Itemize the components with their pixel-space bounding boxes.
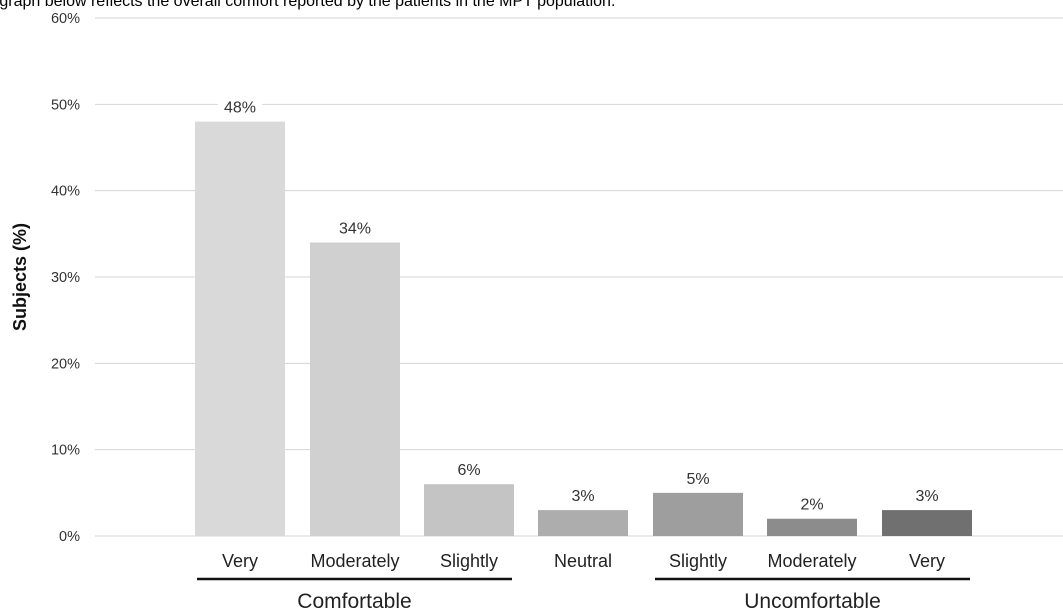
category-label: Very bbox=[222, 551, 258, 571]
data-label-background bbox=[676, 467, 720, 488]
category-label: Moderately bbox=[767, 551, 856, 571]
data-label-background bbox=[447, 459, 491, 480]
y-tick-label: 10% bbox=[51, 443, 80, 459]
category-label: Very bbox=[909, 551, 945, 571]
data-label: 3% bbox=[915, 488, 938, 505]
label-layer: 0% 10% 20% 30% 40% 50% 60% 48% Very 34% Moderately… bbox=[51, 11, 970, 613]
bar bbox=[195, 121, 285, 536]
data-label-background bbox=[790, 493, 834, 514]
y-axis-label: Subjects (%) bbox=[10, 223, 30, 331]
data-label-background bbox=[905, 485, 949, 506]
data-label-background bbox=[218, 96, 262, 117]
group-label: Uncomfortable bbox=[744, 590, 881, 613]
category-label: Slightly bbox=[440, 551, 498, 571]
y-tick-label: 0% bbox=[59, 529, 80, 545]
bar bbox=[310, 242, 400, 536]
bar bbox=[882, 510, 972, 536]
category-label: Moderately bbox=[310, 551, 399, 571]
y-tick-label: 40% bbox=[51, 184, 80, 200]
bar bbox=[424, 484, 514, 536]
data-label: 3% bbox=[571, 488, 594, 505]
y-tick-label: 30% bbox=[51, 270, 80, 286]
data-label: 34% bbox=[339, 220, 371, 237]
data-label: 48% bbox=[224, 100, 256, 117]
data-label-background bbox=[561, 485, 605, 506]
bar bbox=[653, 492, 743, 536]
y-tick-label: 50% bbox=[51, 97, 80, 113]
data-label: 5% bbox=[686, 471, 709, 488]
chart-caption: e graph below reflects the overall comfo… bbox=[0, 0, 616, 10]
data-label-background bbox=[333, 217, 377, 238]
data-label: 6% bbox=[457, 462, 480, 479]
bar bbox=[767, 518, 857, 536]
category-label: Slightly bbox=[669, 551, 727, 571]
group-label: Comfortable bbox=[297, 590, 411, 613]
data-label: 2% bbox=[800, 497, 823, 514]
bar bbox=[538, 510, 628, 536]
y-tick-label: 20% bbox=[51, 356, 80, 372]
y-tick-label: 60% bbox=[51, 11, 80, 27]
bar-layer bbox=[195, 121, 972, 536]
category-label: Neutral bbox=[554, 551, 612, 571]
